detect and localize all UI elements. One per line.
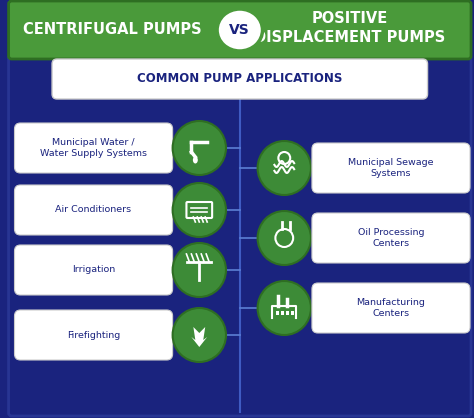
Text: Air Conditioners: Air Conditioners [55,206,132,214]
FancyBboxPatch shape [15,245,173,295]
Circle shape [173,183,226,237]
FancyBboxPatch shape [9,55,471,416]
FancyBboxPatch shape [312,143,470,193]
Bar [291,311,294,315]
Ellipse shape [217,9,263,51]
FancyBboxPatch shape [15,185,173,235]
Bar [276,311,279,315]
Text: Firefighting: Firefighting [67,331,120,339]
FancyBboxPatch shape [52,59,428,99]
Text: POSITIVE
DISPLACEMENT PUMPS: POSITIVE DISPLACEMENT PUMPS [254,10,445,46]
FancyBboxPatch shape [9,1,471,59]
Text: Municipal Sewage
Systems: Municipal Sewage Systems [348,158,434,178]
Bar [286,311,289,315]
Circle shape [173,121,226,175]
Circle shape [173,308,226,362]
Ellipse shape [193,156,198,163]
FancyBboxPatch shape [312,213,470,263]
Text: VS: VS [229,23,250,37]
Text: Manufacturing
Centers: Manufacturing Centers [356,298,426,318]
Circle shape [173,243,226,297]
FancyBboxPatch shape [312,283,470,333]
Circle shape [257,141,311,195]
Text: Oil Processing
Centers: Oil Processing Centers [358,228,424,248]
Text: Municipal Water /
Water Supply Systems: Municipal Water / Water Supply Systems [40,138,147,158]
FancyBboxPatch shape [15,310,173,360]
Polygon shape [191,327,207,347]
Bar [281,311,284,315]
Text: Irrigation: Irrigation [72,265,115,275]
Text: COMMON PUMP APPLICATIONS: COMMON PUMP APPLICATIONS [137,72,343,86]
Circle shape [257,211,311,265]
Text: CENTRIFUGAL PUMPS: CENTRIFUGAL PUMPS [23,23,201,38]
FancyBboxPatch shape [15,123,173,173]
Circle shape [257,281,311,335]
